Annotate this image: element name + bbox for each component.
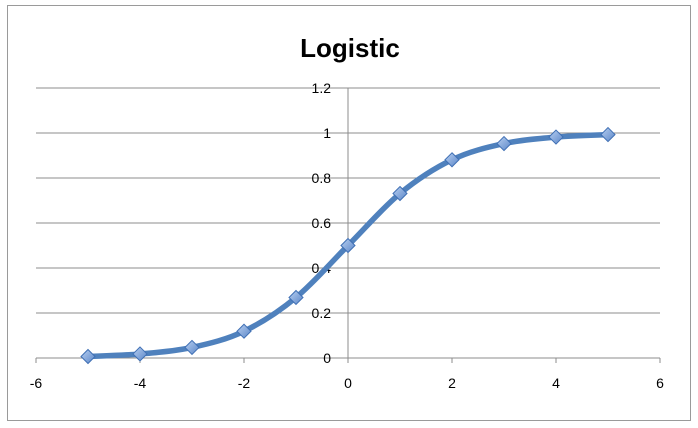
x-tick-label: -6: [30, 375, 43, 391]
x-tick-label: 4: [552, 375, 560, 391]
x-tick-label: 0: [344, 375, 352, 391]
y-tick-label: 0.8: [312, 170, 332, 186]
data-point-marker: [236, 323, 252, 339]
y-tick-label: 0.2: [312, 305, 332, 321]
data-point-marker: [340, 237, 356, 254]
data-point-marker: [80, 348, 96, 365]
chart-area: Logistic -6 -4 -2 0 2 4 6 0 0.2 0.4 0.6 0.8 1 1.2: [7, 5, 691, 421]
data-point-marker: [132, 346, 148, 362]
data-point-marker: [444, 152, 460, 168]
series-layer: [80, 126, 616, 365]
data-point-marker: [548, 129, 564, 145]
x-tick-label: 6: [656, 375, 664, 391]
axes: [35, 87, 661, 363]
data-point-marker: [288, 289, 304, 306]
data-point-marker: [392, 185, 408, 202]
data-point-marker: [496, 135, 512, 152]
data-point-marker: [184, 339, 200, 356]
y-tick-label: 0.6: [312, 215, 332, 231]
logistic-chart: Logistic -6 -4 -2 0 2 4 600.20.40.60.811.2: [30, 33, 664, 391]
y-tick-label: 1: [323, 125, 331, 141]
y-tick-label: 0: [323, 350, 331, 366]
data-point-marker: [600, 126, 616, 143]
x-tick-label: -4: [134, 375, 147, 391]
tick-labels: -6 -4 -2 0 2 4 600.20.40.60.811.2: [30, 80, 664, 391]
y-tick-label: 1.2: [312, 80, 332, 96]
x-tick-label: -2: [238, 375, 251, 391]
x-tick-label: 2: [448, 375, 456, 391]
chart-title: Logistic: [300, 33, 400, 63]
